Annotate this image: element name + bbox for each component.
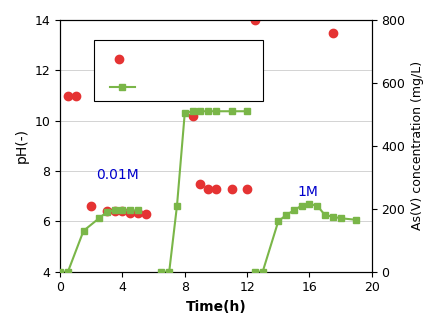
Text: 0.1M: 0.1M — [197, 87, 231, 101]
Text: 0.01M: 0.01M — [96, 167, 138, 182]
Y-axis label: As(V) concentration (mg/L): As(V) concentration (mg/L) — [410, 61, 423, 230]
X-axis label: Time(h): Time(h) — [185, 300, 246, 314]
Text: Effluent [As(V)]: Effluent [As(V)] — [144, 80, 240, 93]
Text: Effluent pH: Effluent pH — [144, 53, 214, 65]
Y-axis label: pH(-): pH(-) — [15, 128, 29, 164]
FancyBboxPatch shape — [94, 40, 262, 101]
Text: 1M: 1M — [296, 185, 317, 199]
